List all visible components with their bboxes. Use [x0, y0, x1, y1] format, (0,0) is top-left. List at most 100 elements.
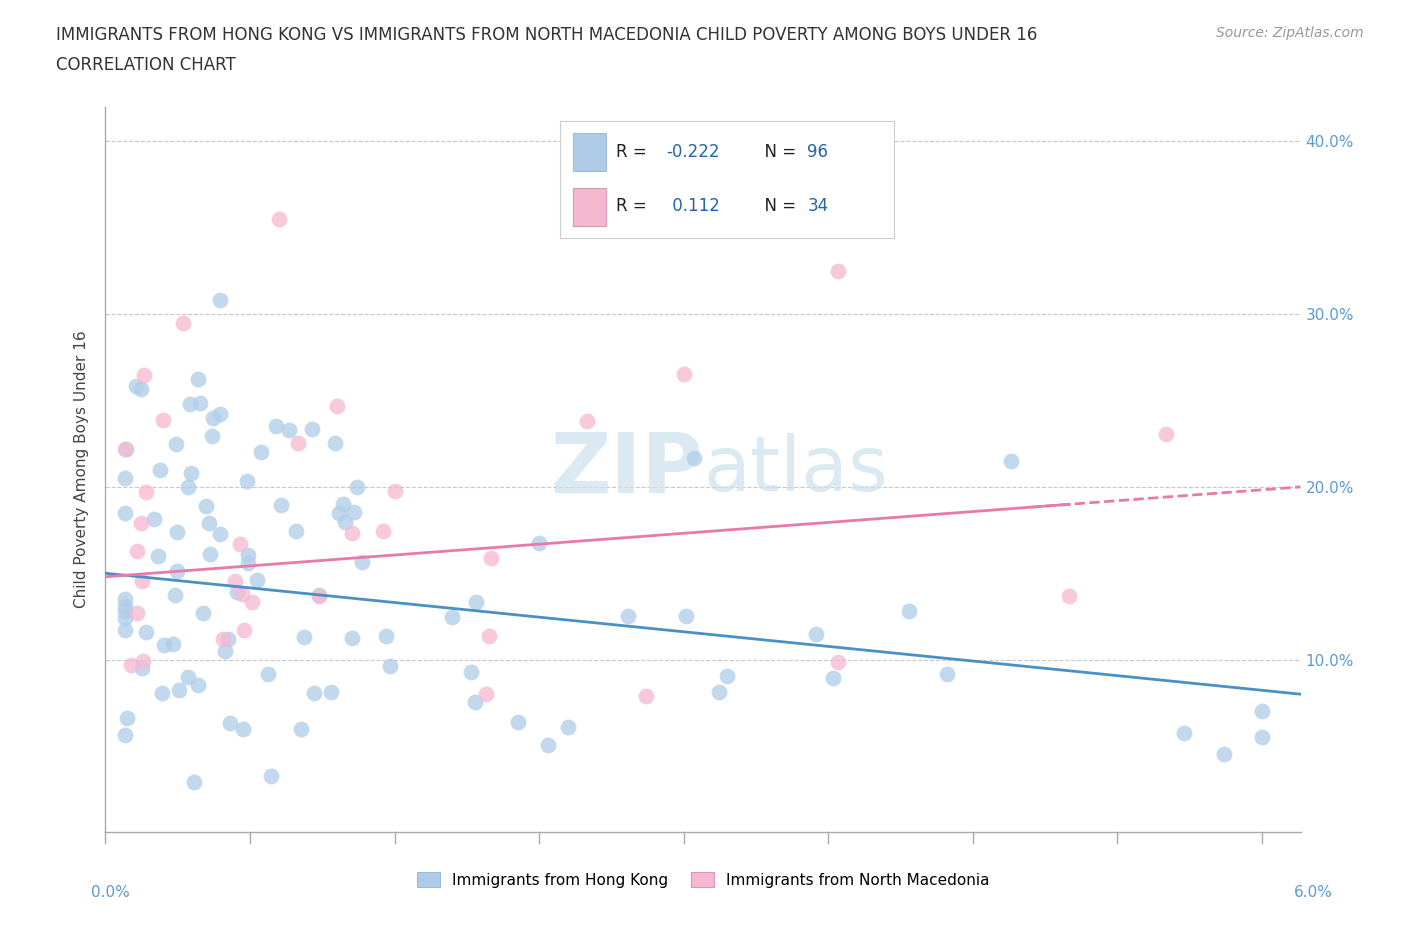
Point — [114, 471, 136, 485]
Point — [180, 465, 202, 480]
Y-axis label: Child Poverty Among Boys Under 16: Child Poverty Among Boys Under 16 — [75, 331, 90, 608]
Point — [149, 462, 172, 477]
Point — [114, 604, 136, 618]
Point — [142, 512, 165, 527]
Point — [1000, 454, 1022, 469]
Point — [479, 551, 502, 565]
Text: atlas: atlas — [703, 432, 887, 507]
Point — [131, 573, 153, 588]
Point — [217, 631, 239, 646]
Point — [208, 526, 231, 541]
Point — [1173, 725, 1195, 740]
Point — [225, 584, 247, 599]
Legend: Immigrants from Hong Kong, Immigrants from North Macedonia: Immigrants from Hong Kong, Immigrants fr… — [411, 866, 995, 894]
Point — [197, 516, 219, 531]
Point — [827, 655, 849, 670]
Point — [162, 637, 184, 652]
Point — [707, 684, 730, 699]
Point — [634, 689, 657, 704]
Point — [135, 625, 157, 640]
Text: 6.0%: 6.0% — [1294, 885, 1333, 900]
Point — [201, 410, 224, 425]
Point — [259, 768, 281, 783]
Point — [211, 631, 233, 646]
Point — [827, 263, 849, 278]
Point — [165, 588, 187, 603]
Point — [152, 413, 174, 428]
Point — [898, 604, 921, 618]
Point — [308, 587, 330, 602]
Point — [169, 683, 191, 698]
Point — [114, 598, 136, 613]
Point — [350, 555, 373, 570]
Point — [125, 379, 148, 393]
Point — [1057, 589, 1080, 604]
Point — [191, 605, 214, 620]
Point — [187, 371, 209, 386]
Point — [120, 658, 142, 673]
Point — [1154, 426, 1177, 441]
Point — [231, 586, 253, 601]
Point — [285, 524, 308, 538]
Point — [342, 525, 364, 540]
Point — [150, 685, 173, 700]
Point — [264, 419, 287, 434]
Text: IMMIGRANTS FROM HONG KONG VS IMMIGRANTS FROM NORTH MACEDONIA CHILD POVERTY AMONG: IMMIGRANTS FROM HONG KONG VS IMMIGRANTS … — [56, 26, 1038, 44]
Point — [278, 423, 301, 438]
Point — [675, 608, 697, 623]
Point — [380, 658, 402, 673]
Point — [214, 644, 236, 658]
Point — [616, 608, 638, 623]
Point — [208, 407, 231, 422]
Point — [177, 670, 200, 684]
Point — [576, 414, 599, 429]
Point — [292, 630, 315, 644]
Point — [333, 514, 356, 529]
Point — [165, 437, 187, 452]
Point — [132, 367, 155, 382]
Point — [176, 480, 198, 495]
Point — [201, 428, 224, 443]
Point — [246, 573, 269, 588]
Point — [267, 212, 290, 227]
Point — [343, 504, 366, 519]
Point — [465, 595, 488, 610]
Point — [166, 525, 188, 539]
Point — [804, 627, 827, 642]
Point — [672, 366, 695, 381]
Point — [287, 436, 309, 451]
Point — [233, 622, 256, 637]
Point — [183, 775, 205, 790]
Point — [114, 727, 136, 742]
Point — [208, 292, 231, 307]
Point — [115, 441, 138, 456]
Point — [256, 667, 278, 682]
Point — [146, 549, 169, 564]
Point — [332, 497, 354, 512]
Point — [716, 669, 738, 684]
Point — [508, 714, 530, 729]
Point — [132, 654, 155, 669]
Point — [464, 694, 486, 709]
Point — [328, 506, 350, 521]
Point — [537, 737, 560, 752]
Point — [131, 661, 153, 676]
Point — [240, 594, 263, 609]
Point — [188, 395, 211, 410]
Point — [236, 547, 259, 562]
Point — [114, 441, 136, 456]
Point — [478, 629, 501, 644]
Point — [460, 665, 482, 680]
Point — [152, 638, 174, 653]
Point — [129, 381, 152, 396]
Text: ZIP: ZIP — [551, 429, 703, 511]
Point — [1251, 704, 1274, 719]
Text: CORRELATION CHART: CORRELATION CHART — [56, 56, 236, 73]
Point — [301, 422, 323, 437]
Point — [346, 479, 368, 494]
Point — [308, 589, 330, 604]
Point — [475, 686, 498, 701]
Point — [114, 591, 136, 606]
Point — [229, 537, 252, 551]
Point — [114, 610, 136, 625]
